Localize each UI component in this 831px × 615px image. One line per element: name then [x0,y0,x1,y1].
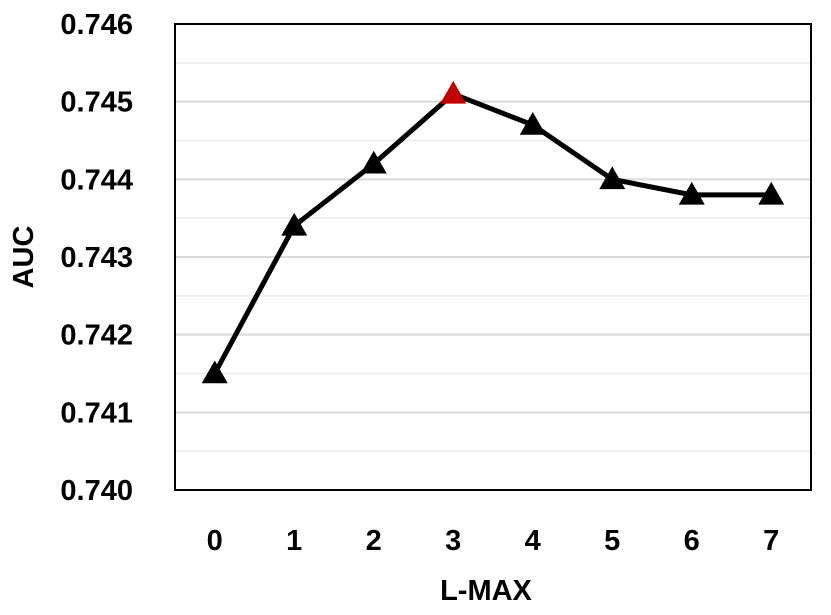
y-tick-label: 0.741 [60,397,133,429]
y-axis-label: AUC [8,226,40,289]
x-tick-label: 1 [286,525,302,557]
plot-area [174,23,812,491]
gridlines [175,62,811,452]
y-tick-label: 0.743 [60,242,133,274]
x-axis-label: L-MAX [440,575,532,607]
data-point [360,150,387,174]
x-tick-label: 7 [763,525,779,557]
series-auc [201,80,785,384]
data-point-highlight [440,80,467,104]
data-point [519,111,546,135]
y-tick-label: 0.740 [60,475,133,507]
data-point [201,360,228,384]
x-axis-ticks: 0 1 2 3 4 5 6 7 [207,525,780,557]
data-point [678,181,705,205]
y-tick-label: 0.745 [60,87,133,119]
y-tick-label: 0.742 [60,320,133,352]
data-point [758,181,785,205]
series-line [212,91,772,375]
data-point [281,212,308,236]
x-tick-label: 5 [604,525,620,557]
x-tick-label: 3 [445,525,461,557]
x-tick-label: 0 [207,525,223,557]
y-axis-ticks: 0.740 0.741 0.742 0.743 0.744 0.745 0.746 [60,9,133,507]
y-tick-label: 0.744 [60,164,133,196]
x-tick-label: 6 [684,525,700,557]
y-tick-label: 0.746 [60,9,133,41]
data-point [599,166,626,190]
x-tick-label: 4 [525,525,541,557]
x-tick-label: 2 [366,525,382,557]
